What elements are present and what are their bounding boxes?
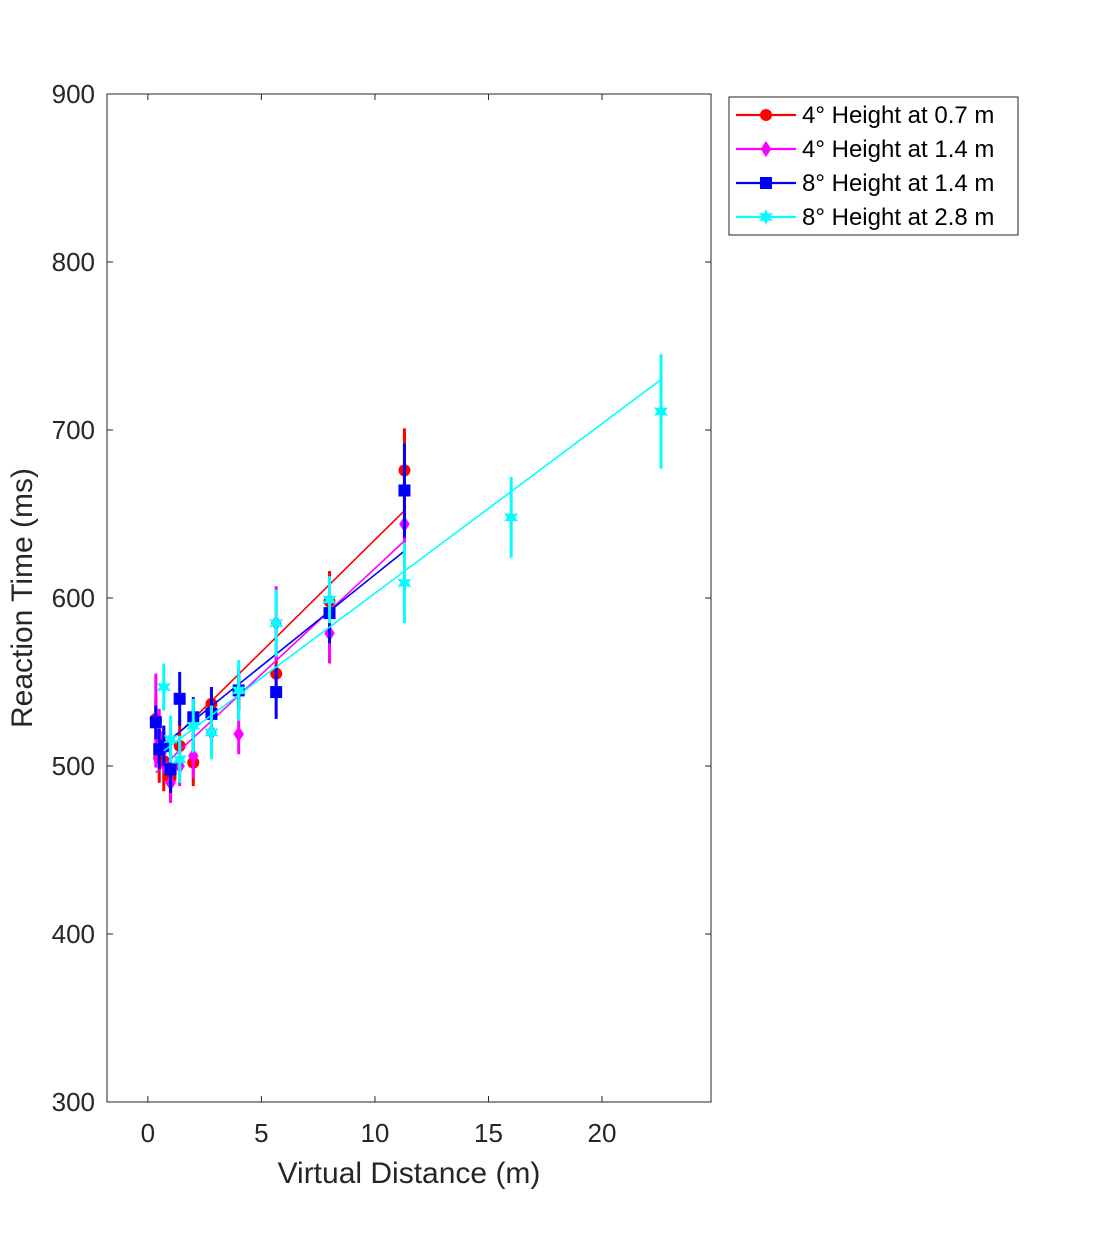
data-point <box>172 751 187 768</box>
y-tick-label: 500 <box>52 751 95 781</box>
data-point <box>188 747 199 764</box>
data-point <box>231 682 246 699</box>
legend-marker <box>760 140 772 158</box>
x-tick-label: 0 <box>141 1118 155 1148</box>
x-tick-label: 15 <box>474 1118 503 1148</box>
data-point <box>173 692 186 705</box>
data-point <box>653 403 669 420</box>
y-tick-label: 600 <box>52 583 95 613</box>
legend-box <box>728 96 1019 236</box>
data-point <box>149 716 162 729</box>
series-4 <box>156 354 669 783</box>
legend-item: 4° Height at 0.7 m <box>736 102 994 129</box>
data-point <box>156 678 171 696</box>
data-point <box>186 717 201 734</box>
legend-label: 8° Height at 2.8 m <box>802 204 994 231</box>
x-axis-label: Virtual Distance (m) <box>278 1157 541 1190</box>
legend-label: 4° Height at 0.7 m <box>802 102 994 129</box>
legend-marker <box>758 208 774 226</box>
data-point <box>322 591 337 608</box>
y-axis-ticks: 300 400 500 600 700 800 900 <box>52 79 711 1117</box>
y-axis-label: Reaction Time (ms) <box>6 468 39 728</box>
data-point <box>504 509 519 526</box>
y-tick-label: 300 <box>52 1087 95 1117</box>
x-tick-label: 20 <box>588 1118 617 1148</box>
series-layer <box>149 354 669 803</box>
legend-item: 8° Height at 1.4 m <box>736 170 994 197</box>
y-tick-label: 700 <box>52 415 95 445</box>
legend-label: 4° Height at 1.4 m <box>802 136 994 163</box>
data-point <box>164 763 177 776</box>
legend: 4° Height at 0.7 m 4° Height at 1.4 m 8° H… <box>728 96 1019 236</box>
data-point <box>398 484 411 497</box>
x-tick-label: 5 <box>254 1118 268 1148</box>
data-point <box>163 730 178 748</box>
legend-item: 8° Height at 2.8 m <box>736 204 994 231</box>
y-tick-label: 800 <box>52 247 95 277</box>
plot-area <box>107 94 711 1102</box>
data-point <box>270 686 283 699</box>
fit-line <box>155 540 406 774</box>
legend-marker <box>760 177 772 189</box>
legend-item: 4° Height at 1.4 m <box>736 136 994 163</box>
y-tick-label: 400 <box>52 919 95 949</box>
data-point <box>204 724 219 741</box>
y-tick-label: 900 <box>52 79 95 109</box>
data-point <box>233 726 244 743</box>
fit-line <box>163 378 662 752</box>
x-tick-label: 10 <box>360 1118 389 1148</box>
plot-frame <box>106 93 712 1103</box>
legend-label: 8° Height at 1.4 m <box>802 170 994 197</box>
x-axis-ticks: 0 5 10 15 20 <box>141 94 617 1148</box>
data-point <box>397 574 412 592</box>
data-point <box>269 615 284 632</box>
legend-marker <box>760 109 772 121</box>
